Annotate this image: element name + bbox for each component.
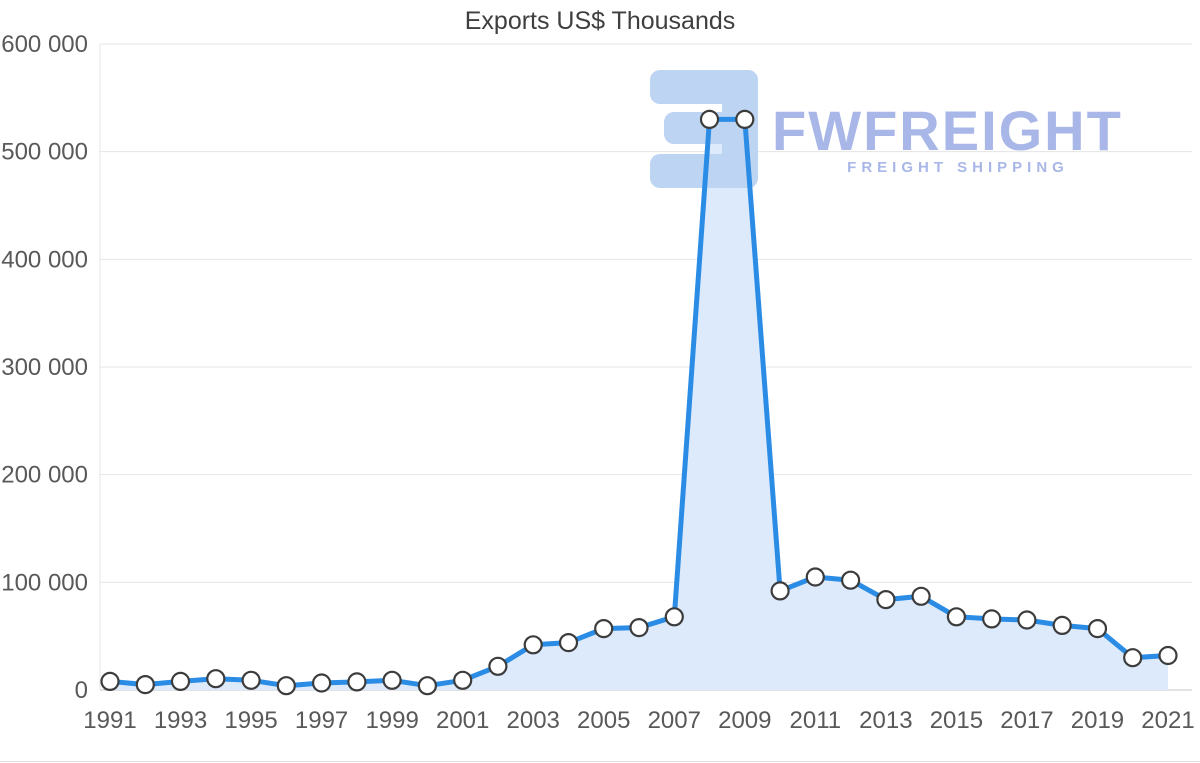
series-line <box>107 116 1171 689</box>
data-point-marker <box>135 674 155 695</box>
x-tick-label: 1991 <box>83 707 136 734</box>
marker-layer <box>100 109 1178 696</box>
data-point-marker <box>1123 648 1143 668</box>
area-layer <box>110 119 1168 690</box>
y-tick-label: 500 000 <box>1 139 88 166</box>
data-point-marker <box>664 607 684 627</box>
data-point-marker <box>100 671 120 692</box>
watermark: FWFREIGHT FREIGHT SHIPPING <box>650 70 1123 188</box>
data-point-marker <box>276 676 296 696</box>
x-tick-label: 2001 <box>436 707 489 734</box>
x-tick-label: 2015 <box>930 707 983 734</box>
x-tick-label: 2009 <box>718 707 771 734</box>
data-point-marker <box>453 670 473 690</box>
data-point-marker <box>594 618 614 639</box>
x-tick-label: 2003 <box>507 707 560 734</box>
y-tick-label: 200 000 <box>1 462 88 489</box>
data-point-marker <box>770 581 790 601</box>
data-point-marker <box>876 589 896 610</box>
watermark-title: FWFREIGHT <box>772 99 1123 162</box>
x-tick-label: 2021 <box>1141 707 1194 734</box>
y-tick-label: 600 000 <box>1 31 88 58</box>
y-tick-label: 400 000 <box>1 246 88 273</box>
data-point-marker <box>911 586 931 606</box>
line-layer <box>107 116 1171 689</box>
data-point-marker <box>241 670 261 690</box>
y-tick-label: 300 000 <box>1 354 88 381</box>
data-point-marker <box>558 632 579 653</box>
bottom-divider <box>0 761 1200 762</box>
data-point-marker <box>805 567 825 587</box>
data-point-marker <box>1087 618 1108 639</box>
x-tick-label: 2007 <box>648 707 701 734</box>
data-point-marker <box>312 673 332 693</box>
x-tick-label: 2011 <box>790 707 842 734</box>
series-area <box>110 119 1168 690</box>
axis-label-layer: 0 100 000 200 000 300 000 400 000 500 000 600 … <box>1 31 1194 734</box>
data-point-marker <box>347 672 367 692</box>
x-tick-label: 2005 <box>577 707 630 734</box>
data-point-marker <box>523 635 543 655</box>
x-tick-label: 2013 <box>859 707 912 734</box>
data-point-marker <box>382 670 402 690</box>
data-point-marker <box>1158 645 1178 666</box>
data-point-marker <box>735 109 755 130</box>
data-point-marker <box>1052 615 1072 636</box>
x-tick-label: 1997 <box>295 707 348 734</box>
data-point-marker <box>488 656 508 676</box>
y-tick-label: 100 000 <box>1 569 88 596</box>
chart-title: Exports US$ Thousands <box>464 7 736 35</box>
x-tick-label: 2019 <box>1071 707 1124 734</box>
data-point-marker <box>1017 610 1037 630</box>
data-point-marker <box>699 109 720 130</box>
data-point-marker <box>417 676 437 696</box>
x-tick-label: 1995 <box>224 707 277 734</box>
data-point-marker <box>206 669 226 689</box>
x-tick-label: 1993 <box>154 707 207 734</box>
data-point-marker <box>840 570 861 590</box>
watermark-subtitle: FREIGHT SHIPPING <box>847 159 1069 176</box>
data-point-marker <box>946 607 967 627</box>
x-tick-label: 2017 <box>1000 707 1053 734</box>
data-point-marker <box>170 671 191 692</box>
data-point-marker <box>982 609 1002 629</box>
y-tick-label: 0 <box>75 677 88 704</box>
data-point-marker <box>629 617 649 638</box>
x-tick-label: 1999 <box>365 707 418 734</box>
